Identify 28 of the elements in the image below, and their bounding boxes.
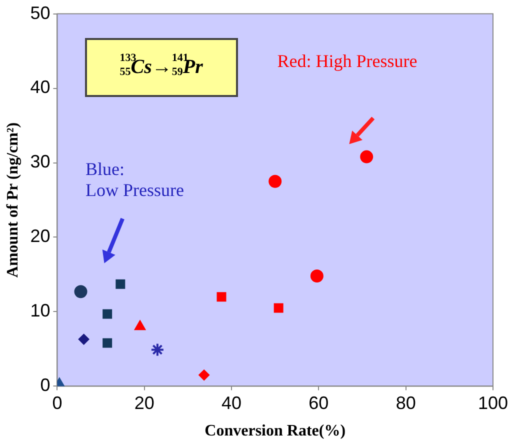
- annotation: Red: High Pressure: [277, 51, 418, 72]
- y-tick-label: 50: [30, 2, 50, 23]
- y-tick-label: 40: [30, 77, 50, 98]
- point: [360, 150, 374, 164]
- point: [150, 342, 164, 357]
- x-tick-label: 60: [308, 392, 329, 413]
- point: [116, 279, 126, 289]
- point: [310, 269, 324, 282]
- point: [78, 334, 90, 345]
- x-tick-label: 100: [478, 392, 508, 413]
- y-tick-label: 0: [40, 375, 50, 396]
- point: [102, 338, 112, 348]
- y-axis-title: Amount of Pr (ng/cm²): [4, 122, 22, 278]
- point: [74, 285, 88, 298]
- x-tick-label: 40: [222, 392, 242, 413]
- point: [134, 320, 146, 330]
- x-axis-title: Conversion Rate(%): [204, 422, 346, 440]
- y-tick-label: 10: [30, 300, 50, 321]
- point: [268, 174, 282, 188]
- x-tick-label: 20: [134, 392, 154, 413]
- point: [274, 303, 284, 313]
- y-tick-label: 30: [30, 152, 50, 172]
- point: [216, 292, 226, 302]
- point: [102, 309, 112, 319]
- point: [198, 370, 210, 381]
- annotation: Blue: Low Pressure: [86, 159, 184, 200]
- y-tick-label: 20: [30, 226, 50, 246]
- x-tick-label: 80: [396, 392, 416, 413]
